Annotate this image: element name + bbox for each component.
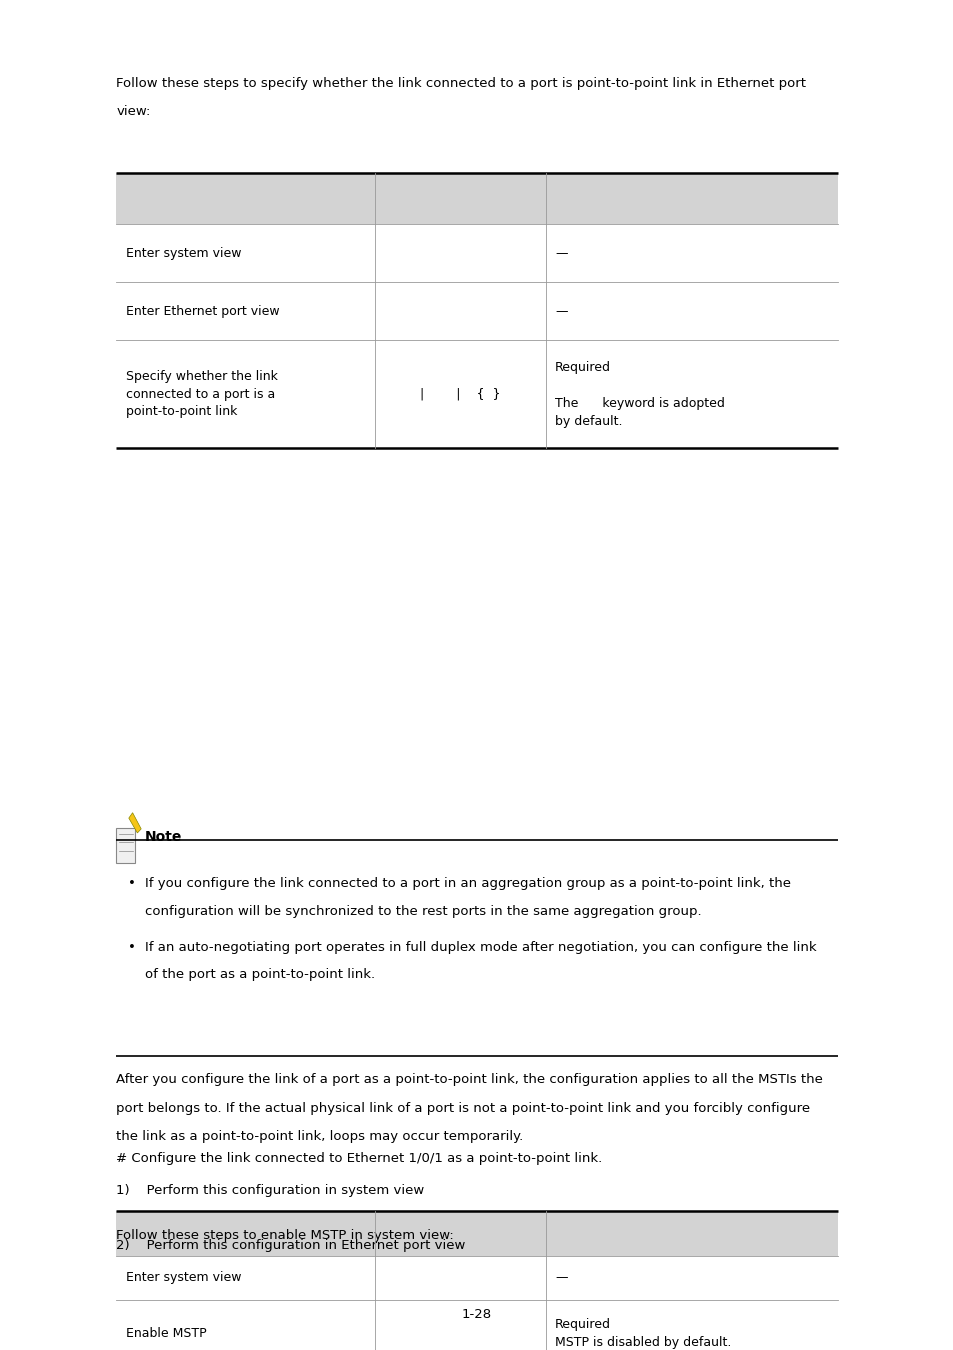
Text: Required
MSTP is disabled by default.: Required MSTP is disabled by default.: [555, 1319, 731, 1349]
Text: •: •: [128, 941, 135, 954]
Text: configuration will be synchronized to the rest ports in the same aggregation gro: configuration will be synchronized to th…: [145, 904, 700, 918]
Text: Enter Ethernet port view: Enter Ethernet port view: [126, 305, 279, 317]
Bar: [116, 1211, 837, 1256]
Polygon shape: [129, 813, 141, 833]
Bar: [116, 173, 837, 224]
Text: —: —: [555, 1272, 567, 1284]
Text: •: •: [128, 878, 135, 891]
Text: —: —: [555, 305, 567, 317]
Bar: [116, 828, 135, 863]
Text: 2)    Perform this configuration in Ethernet port view: 2) Perform this configuration in Etherne…: [116, 1239, 465, 1253]
Text: Note: Note: [145, 830, 182, 844]
Text: Follow these steps to enable MSTP in system view:: Follow these steps to enable MSTP in sys…: [116, 1228, 454, 1242]
Text: —: —: [555, 247, 567, 259]
Text: If you configure the link connected to a port in an aggregation group as a point: If you configure the link connected to a…: [145, 878, 790, 891]
Text: Follow these steps to specify whether the link connected to a port is point-to-p: Follow these steps to specify whether th…: [116, 77, 805, 90]
Text: the link as a point-to-point link, loops may occur temporarily.: the link as a point-to-point link, loops…: [116, 1130, 523, 1143]
Text: Specify whether the link
connected to a port is a
point-to-point link: Specify whether the link connected to a …: [126, 370, 277, 418]
Text: port belongs to. If the actual physical link of a port is not a point-to-point l: port belongs to. If the actual physical …: [116, 1102, 810, 1115]
Text: If an auto-negotiating port operates in full duplex mode after negotiation, you : If an auto-negotiating port operates in …: [145, 941, 816, 954]
Text: |        |    {  }: | | { }: [419, 387, 500, 401]
Text: view:: view:: [116, 105, 151, 119]
Text: Required

The      keyword is adopted
by default.: Required The keyword is adopted by defau…: [555, 360, 724, 428]
Text: 1)    Perform this configuration in system view: 1) Perform this configuration in system …: [116, 1184, 424, 1197]
Text: of the port as a point-to-point link.: of the port as a point-to-point link.: [145, 968, 375, 981]
Text: Enter system view: Enter system view: [126, 1272, 241, 1284]
Text: # Configure the link connected to Ethernet 1/0/1 as a point-to-point link.: # Configure the link connected to Ethern…: [116, 1152, 602, 1165]
Text: Enable MSTP: Enable MSTP: [126, 1327, 207, 1341]
Text: 1-28: 1-28: [461, 1308, 492, 1322]
Text: Enter system view: Enter system view: [126, 247, 241, 259]
Text: After you configure the link of a port as a point-to-point link, the configurati: After you configure the link of a port a…: [116, 1073, 822, 1087]
